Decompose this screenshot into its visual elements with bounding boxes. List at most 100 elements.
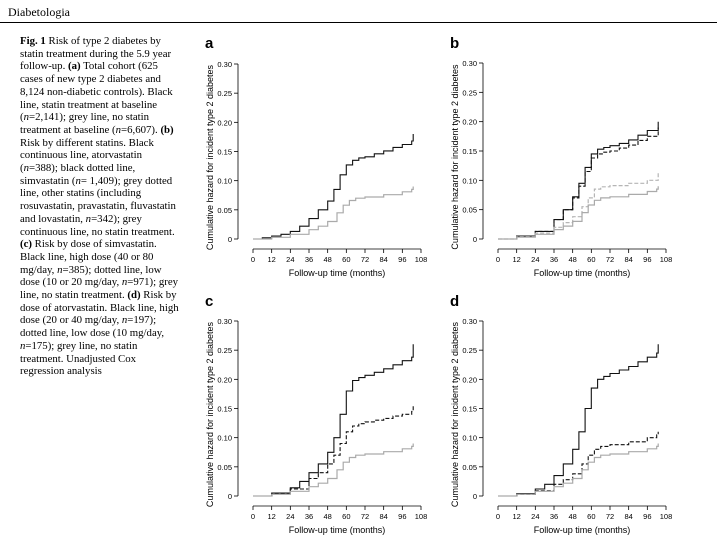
caption-part: = 1,409); grey dotted line, other statin… [20, 174, 176, 225]
y-tick-label: 0.10 [462, 434, 477, 443]
x-tick-label: 96 [398, 512, 406, 521]
x-tick-label: 0 [251, 255, 255, 264]
y-axis-title: Cumulative hazard for incident type 2 di… [205, 64, 215, 250]
caption-part: =2,141); grey line, no statin treatment … [20, 111, 150, 136]
x-tick-label: 72 [361, 512, 369, 521]
caption-part: Risk of type 2 diabetes by statin treatm… [20, 35, 172, 73]
series-grey-line [253, 443, 414, 497]
x-tick-label: 96 [643, 255, 651, 264]
x-tick-label: 48 [568, 512, 576, 521]
y-tick-label: 0.05 [462, 206, 477, 215]
x-tick-label: 24 [286, 512, 294, 521]
series-black-dash-line [498, 431, 659, 497]
y-tick-label: 0 [228, 492, 232, 501]
x-tick-label: 84 [624, 255, 632, 264]
series-black-dash-line [253, 405, 414, 497]
x-tick-label: 84 [624, 512, 632, 521]
caption-text: Risk of type 2 diabetes by statin treatm… [20, 35, 179, 377]
y-tick-label: 0.30 [462, 317, 477, 326]
panel-label: b [450, 35, 459, 52]
x-tick-label: 24 [531, 512, 539, 521]
caption-part: n [57, 263, 63, 276]
x-tick-label: 84 [379, 255, 387, 264]
x-tick-label: 60 [342, 512, 350, 521]
y-tick-label: 0.30 [217, 60, 232, 69]
x-axis-title: Follow-up time (months) [534, 525, 631, 535]
y-tick-label: 0.05 [217, 463, 232, 472]
y-tick-label: 0.10 [462, 176, 477, 185]
y-tick-label: 0.15 [462, 147, 477, 156]
chart-panel-a: a 0 0.05 0.10 0.15 0.20 0.25 0.30 0 12 24 36 48 60 72 8… [205, 35, 427, 278]
y-tick-label: 0.20 [217, 375, 232, 384]
header-rule [0, 22, 717, 23]
figure-label: Fig. 1 [20, 35, 46, 47]
caption-part: n [23, 162, 30, 175]
x-tick-label: 108 [415, 255, 428, 264]
x-tick-label: 36 [550, 255, 558, 264]
x-tick-label: 60 [587, 255, 595, 264]
caption-part: n [23, 111, 30, 124]
y-tick-label: 0.05 [217, 206, 232, 215]
series-grey-line [498, 186, 659, 240]
y-axis-title: Cumulative hazard for incident type 2 di… [205, 321, 215, 507]
x-tick-label: 60 [587, 512, 595, 521]
x-tick-label: 24 [531, 255, 539, 264]
x-axis-title: Follow-up time (months) [289, 525, 386, 535]
x-tick-label: 48 [323, 512, 331, 521]
y-tick-label: 0.15 [217, 405, 232, 414]
x-tick-label: 72 [606, 512, 614, 521]
caption-part: =197); dotted line, low dose (10 mg/day, [20, 314, 165, 340]
x-tick-label: 48 [323, 255, 331, 264]
y-tick-label: 0.15 [462, 405, 477, 414]
series-grey-line [498, 443, 659, 497]
series-grey-dash-line [498, 171, 659, 240]
x-tick-label: 96 [643, 512, 651, 521]
y-tick-label: 0.15 [217, 148, 232, 157]
x-tick-label: 36 [550, 512, 558, 521]
y-tick-label: 0.30 [217, 317, 232, 326]
y-tick-label: 0.25 [462, 88, 477, 97]
x-axis-title: Follow-up time (months) [534, 268, 631, 278]
y-tick-label: 0 [228, 235, 232, 244]
x-tick-label: 36 [305, 255, 313, 264]
y-tick-label: 0 [473, 492, 477, 501]
x-tick-label: 96 [398, 255, 406, 264]
caption-part: n [85, 212, 92, 225]
y-tick-label: 0.25 [217, 89, 232, 98]
y-tick-label: 0.05 [462, 463, 477, 472]
caption-part: =388); black dotted line, simvastatin ( [20, 162, 136, 187]
y-tick-label: 0.25 [217, 346, 232, 355]
caption-part: (d) [127, 289, 141, 302]
x-tick-label: 108 [660, 512, 673, 521]
x-tick-label: 60 [342, 255, 350, 264]
x-axis-title: Follow-up time (months) [289, 268, 386, 278]
caption-part: Risk by different statins. Black continu… [20, 136, 154, 175]
x-tick-label: 12 [512, 512, 520, 521]
caption-part: n [75, 174, 81, 187]
y-tick-label: 0 [473, 235, 477, 244]
y-tick-label: 0.25 [462, 346, 477, 355]
x-tick-label: 12 [267, 512, 275, 521]
caption-part: (b) [160, 123, 174, 136]
caption-part: =342); grey continuous line, no statin t… [20, 212, 175, 238]
x-tick-label: 48 [568, 255, 576, 264]
y-tick-label: 0.10 [217, 434, 232, 443]
y-tick-label: 0.30 [462, 59, 477, 68]
caption-part: =175); grey line, no statin treatment. U… [20, 339, 138, 378]
series-black-line [253, 344, 414, 497]
panel-label: c [205, 293, 213, 310]
panel-label: d [450, 293, 459, 310]
series-black-dash-line [498, 127, 659, 240]
x-tick-label: 36 [305, 512, 313, 521]
caption-part: (c) [20, 238, 32, 251]
caption-part: =971); grey line, no statin treatment. [20, 276, 179, 302]
caption-part: =6,607). [121, 123, 161, 136]
x-tick-label: 12 [512, 255, 520, 264]
panel-label: a [205, 35, 214, 52]
caption-part: n [20, 339, 26, 352]
series-black-line [253, 134, 414, 240]
y-tick-label: 0.20 [217, 118, 232, 127]
x-tick-label: 72 [361, 255, 369, 264]
y-tick-label: 0.10 [217, 177, 232, 186]
journal-name: Diabetologia [8, 5, 70, 19]
